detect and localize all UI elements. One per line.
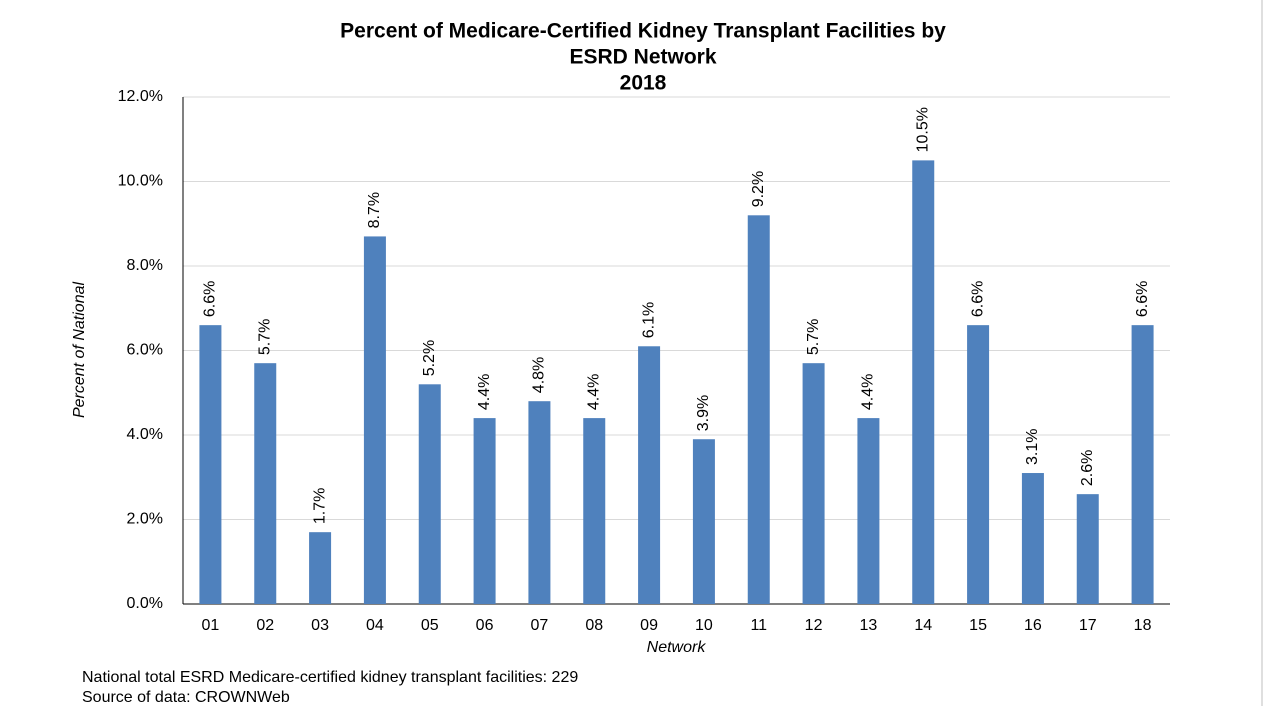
bar — [747, 215, 770, 605]
footnote: National total ESRD Medicare-certified k… — [82, 669, 578, 686]
x-tick-label: 11 — [750, 617, 767, 634]
data-label: 6.6% — [969, 281, 986, 317]
bar — [1131, 325, 1154, 604]
x-tick-label: 07 — [531, 617, 549, 634]
data-label: 10.5% — [914, 107, 931, 152]
bar — [309, 532, 332, 604]
y-tick-label: 8.0% — [127, 257, 163, 274]
y-tick-label: 6.0% — [127, 342, 163, 359]
bar — [199, 325, 222, 604]
x-axis-label: Network — [647, 639, 707, 656]
x-tick-label: 09 — [640, 617, 658, 634]
bar — [363, 236, 386, 605]
chart-title: 2018 — [620, 72, 667, 95]
x-tick-label: 16 — [1024, 617, 1042, 634]
data-label: 5.7% — [805, 319, 822, 355]
x-tick-label: 15 — [969, 617, 987, 634]
data-label: 4.4% — [476, 374, 493, 410]
data-label: 3.9% — [695, 395, 712, 431]
x-tick-label: 04 — [366, 617, 384, 634]
data-label: 9.2% — [750, 171, 767, 207]
x-tick-label: 01 — [202, 617, 220, 634]
x-tick-label: 03 — [311, 617, 329, 634]
data-label: 5.2% — [421, 340, 438, 376]
x-tick-label: 14 — [914, 617, 932, 634]
x-tick-label: 18 — [1134, 617, 1152, 634]
bar — [254, 363, 277, 604]
x-tick-label: 02 — [256, 617, 274, 634]
y-axis-label: Percent of National — [71, 282, 88, 419]
data-label: 6.1% — [640, 302, 657, 338]
data-label: 1.7% — [311, 488, 328, 524]
bar — [418, 384, 441, 604]
data-label: 4.8% — [531, 357, 548, 393]
x-tick-label: 12 — [805, 617, 823, 634]
x-tick-label: 10 — [695, 617, 713, 634]
bar — [912, 160, 935, 604]
data-label: 2.6% — [1079, 450, 1096, 486]
footnote: Source of data: CROWNWeb — [82, 689, 290, 706]
x-tick-label: 06 — [476, 617, 494, 634]
y-tick-label: 2.0% — [127, 511, 163, 528]
y-tick-label: 10.0% — [118, 173, 163, 190]
y-tick-label: 0.0% — [127, 595, 163, 612]
bar — [1021, 473, 1044, 604]
chart-title: ESRD Network — [569, 46, 716, 69]
data-label: 5.7% — [256, 319, 273, 355]
bar — [967, 325, 990, 604]
bar — [692, 439, 715, 604]
data-label: 3.1% — [1024, 429, 1041, 465]
bar — [1076, 494, 1099, 604]
x-tick-label: 17 — [1079, 617, 1097, 634]
chart-title: Percent of Medicare-Certified Kidney Tra… — [340, 20, 946, 43]
bar — [583, 418, 606, 604]
bar — [638, 346, 661, 604]
y-tick-label: 4.0% — [127, 426, 163, 443]
data-label: 6.6% — [1134, 281, 1151, 317]
bar — [857, 418, 880, 604]
data-label: 4.4% — [860, 374, 877, 410]
bar — [528, 401, 551, 604]
y-tick-label: 12.0% — [118, 88, 163, 105]
x-tick-label: 05 — [421, 617, 439, 634]
data-label: 6.6% — [202, 281, 219, 317]
x-tick-label: 13 — [860, 617, 878, 634]
data-label: 8.7% — [366, 192, 383, 228]
bar — [473, 418, 496, 604]
bar — [802, 363, 825, 604]
data-label: 4.4% — [585, 374, 602, 410]
x-tick-label: 08 — [585, 617, 603, 634]
